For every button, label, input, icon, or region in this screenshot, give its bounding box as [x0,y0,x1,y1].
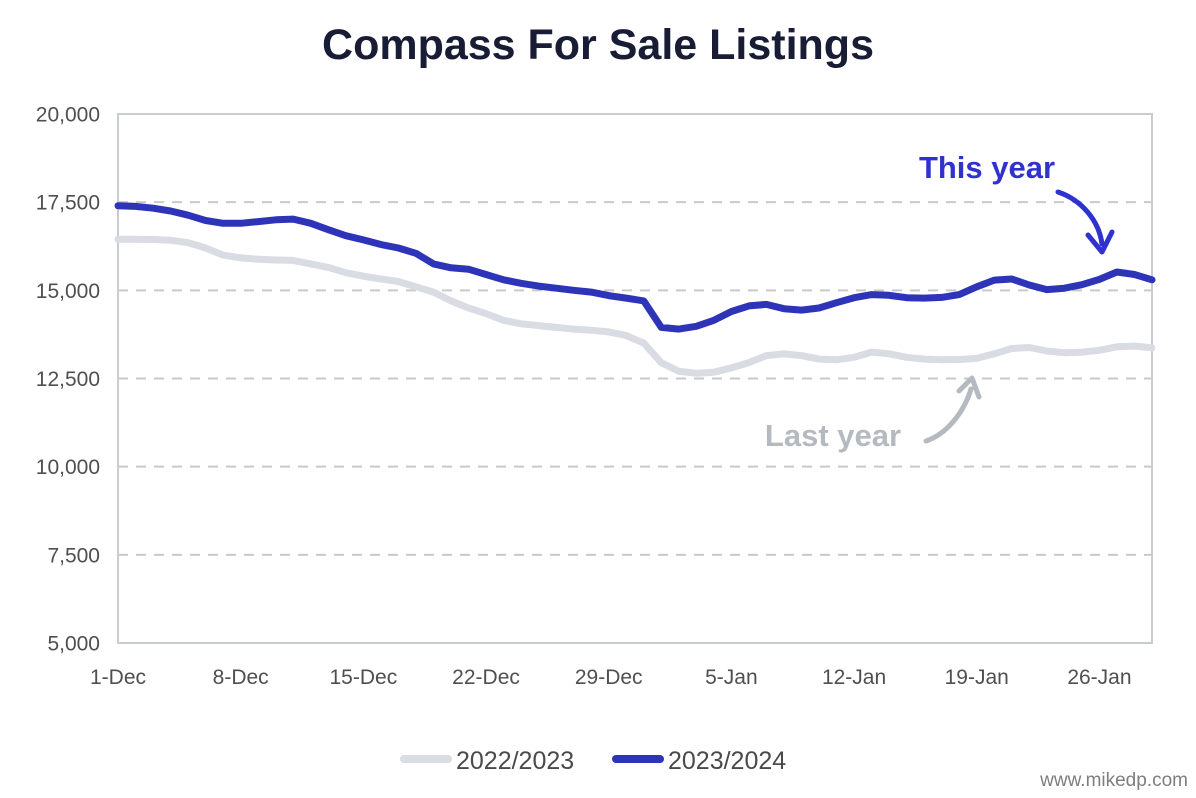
legend-swatch-2023-2024 [612,755,664,763]
y-tick-label: 7,500 [47,544,100,567]
legend: 2022/2023 2023/2024 [400,747,786,775]
x-tick-label: 19-Jan [945,666,1009,689]
x-tick-label: 15-Dec [330,666,398,689]
x-tick-label: 1-Dec [90,666,146,689]
y-tick-label: 15,000 [36,280,100,303]
x-tick-label: 12-Jan [822,666,886,689]
y-tick-label: 20,000 [36,104,100,127]
legend-item-2023-2024: 2023/2024 [612,747,786,775]
y-tick-label: 12,500 [36,368,100,391]
legend-label-2022-2023: 2022/2023 [456,747,574,775]
plot-border [117,113,1153,644]
y-tick-label: 17,500 [36,192,100,215]
x-tick-label: 26-Jan [1067,666,1131,689]
y-tick-label: 10,000 [36,456,100,479]
y-tick-label: 5,000 [47,633,100,656]
x-tick-label: 22-Dec [452,666,520,689]
this-year-annotation: This year [919,150,1055,185]
x-tick-label: 5-Jan [705,666,758,689]
series-line-2023-2024 [114,202,1156,333]
series-line-2022-2023 [114,235,1156,377]
x-tick-label: 29-Dec [575,666,643,689]
last-year-arrow-icon [923,375,982,444]
plot-area: 5,000 7,500 10,000 12,500 15,000 17,500 20,000… [36,104,1156,689]
chart-title: Compass For Sale Listings [322,21,874,69]
watermark: www.mikedp.com [1039,770,1188,791]
legend-label-2023-2024: 2023/2024 [668,747,786,775]
legend-swatch-2022-2023 [400,755,452,763]
last-year-annotation: Last year [765,418,901,453]
this-year-arrow-icon [1055,189,1115,255]
legend-item-2022-2023: 2022/2023 [400,747,574,775]
x-tick-label: 8-Dec [213,666,269,689]
